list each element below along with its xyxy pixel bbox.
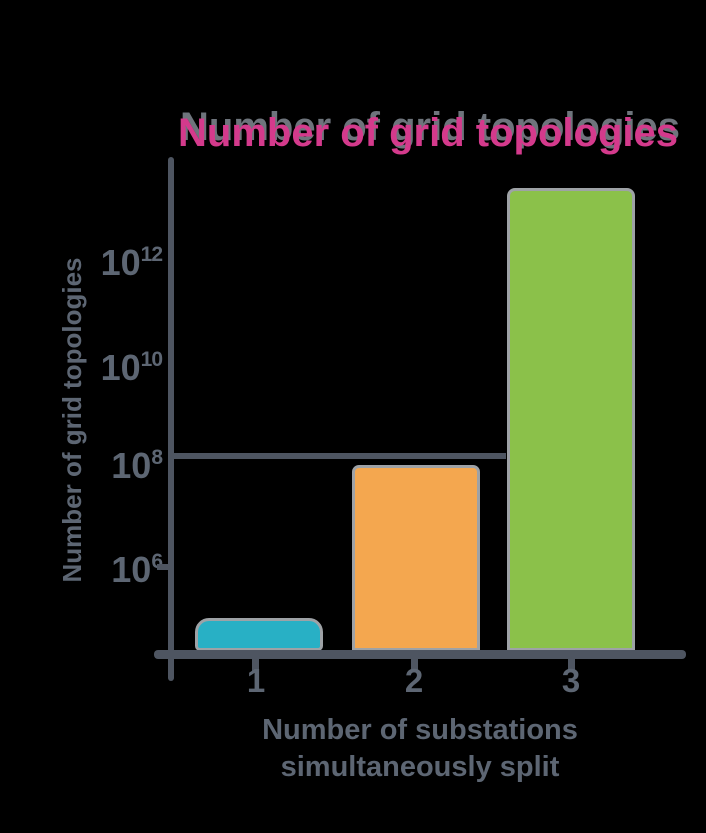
y-tick-base: 10 bbox=[111, 445, 152, 486]
y-tick-base: 10 bbox=[111, 549, 152, 590]
y-tick-exponent: 10 bbox=[140, 348, 163, 371]
chart-title: Number of grid topologies bbox=[178, 111, 678, 155]
y-tick-label-1e8: 108 bbox=[42, 445, 163, 486]
x-tick-label-2: 2 bbox=[404, 662, 424, 699]
y-tick-base: 10 bbox=[100, 242, 141, 283]
x-tick-label-3: 3 bbox=[561, 662, 581, 699]
y-axis-line bbox=[168, 157, 174, 681]
bar-1-substation bbox=[195, 617, 323, 651]
bar-2-substations bbox=[352, 465, 480, 651]
reference-line-1e8 bbox=[173, 453, 506, 459]
y-tick-label-1e6: 106 bbox=[42, 549, 163, 590]
y-tick-label-1e10: 1010 bbox=[42, 347, 163, 388]
x-tick-mark-3 bbox=[568, 658, 575, 672]
y-tick-label-1e12: 1012 bbox=[42, 242, 163, 283]
x-axis-line bbox=[154, 650, 686, 659]
bar-3-substations bbox=[507, 187, 635, 651]
x-tick-mark-2 bbox=[411, 658, 418, 672]
y-tick-mark-1e6 bbox=[157, 564, 170, 570]
y-tick-exponent: 6 bbox=[151, 550, 163, 573]
x-axis-title-line2: simultaneously split bbox=[280, 751, 560, 783]
y-tick-base: 10 bbox=[100, 347, 141, 388]
x-tick-label-1: 1 bbox=[246, 662, 266, 699]
x-tick-mark-1 bbox=[252, 658, 259, 672]
x-axis-title: Number of substations simultaneously spl… bbox=[160, 712, 680, 786]
y-tick-exponent: 12 bbox=[140, 243, 163, 266]
y-tick-exponent: 8 bbox=[151, 446, 163, 469]
x-axis-title-line1: Number of substations bbox=[262, 714, 578, 746]
